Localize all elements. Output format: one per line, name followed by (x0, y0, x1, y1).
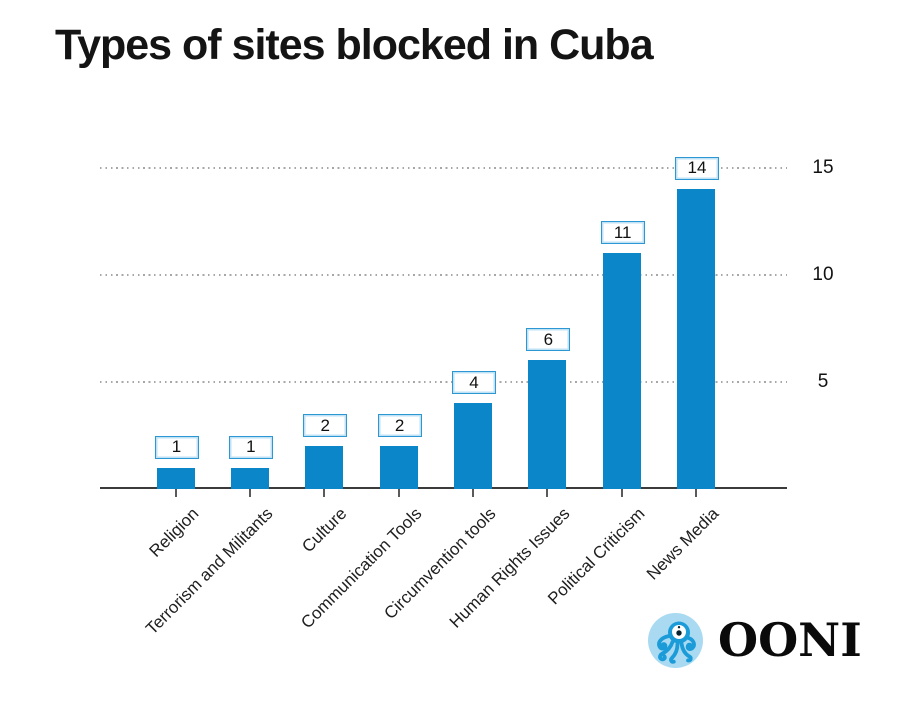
bar-value-label: 4 (451, 371, 496, 395)
chart-title: Types of sites blocked in Cuba (55, 21, 654, 69)
bar-value-label: 2 (303, 414, 348, 438)
x-axis-tick (248, 489, 251, 497)
bar-value-label: 1 (154, 435, 199, 459)
y-tick-label-5: 5 (817, 370, 829, 392)
bar-political-criticism (602, 253, 641, 489)
x-axis-tick (323, 489, 326, 497)
x-axis-tick (471, 489, 474, 497)
gridline-10 (100, 273, 787, 276)
bar-human-rights-issues (528, 360, 567, 489)
bar-circumvention-tools (453, 403, 492, 489)
ooni-logo: OONI (648, 612, 862, 668)
gridline-5 (100, 380, 787, 383)
bar-culture (305, 446, 344, 489)
x-axis-tick (174, 489, 177, 497)
octopus-icon (648, 612, 703, 668)
bar-chart-plot-area: 1 1 2 2 4 6 11 14 (100, 156, 787, 497)
bar-religion (156, 467, 195, 489)
bar-value-label: 1 (228, 435, 273, 459)
logo-text: OONI (718, 613, 862, 667)
x-axis-tick (620, 489, 623, 497)
bar-communication-tools (379, 446, 418, 489)
bar-value-label: 2 (377, 414, 422, 438)
bar-terrorism-and-militants (230, 467, 269, 489)
x-axis-line (100, 487, 787, 489)
bar-news-media (677, 188, 716, 489)
y-tick-label-10: 10 (812, 263, 834, 285)
x-axis-tick (695, 489, 698, 497)
bar-value-label: 6 (526, 328, 571, 352)
bar-value-label: 11 (600, 221, 645, 245)
y-tick-label-15: 15 (812, 156, 834, 178)
bar-value-label: 14 (675, 156, 720, 180)
x-axis-tick (546, 489, 549, 497)
gridline-15 (100, 166, 787, 169)
x-axis-tick (397, 489, 400, 497)
